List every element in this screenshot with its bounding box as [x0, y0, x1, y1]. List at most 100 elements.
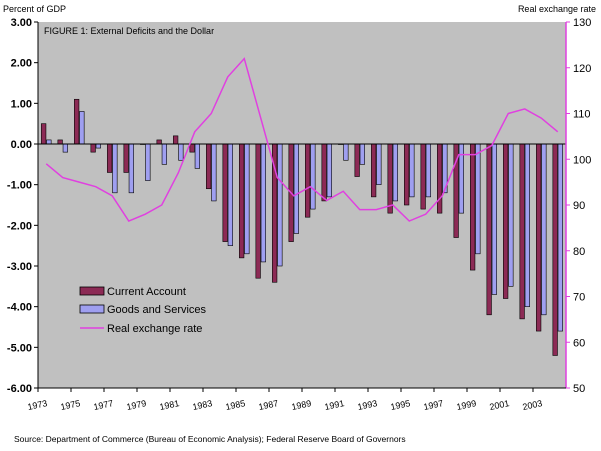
current-account-bar-1994: [387, 143, 393, 214]
x-tick-label: 1989: [291, 398, 313, 412]
goods-services-bar-1979: [145, 143, 151, 181]
goods-services-bar-1980: [161, 143, 167, 165]
goods-services-bar-1992: [359, 143, 365, 165]
legend-swatch-current-account: [79, 286, 105, 296]
x-tick-label: 1987: [258, 398, 280, 412]
x-tick-label: 2001: [489, 398, 511, 412]
current-account-bar-1977: [107, 143, 113, 173]
x-tick-label: 1981: [159, 398, 181, 412]
goods-services-bar-1994: [392, 143, 398, 202]
left-tick-label: -4.00: [7, 302, 32, 314]
current-account-bar-1992: [354, 143, 360, 177]
goods-services-bar-1984: [227, 143, 233, 246]
left-axis-label: Percent of GDP: [3, 4, 66, 14]
goods-services-bar-2004: [557, 143, 563, 332]
x-tick-label: 1995: [390, 398, 412, 412]
goods-services-bar-1991: [343, 143, 349, 161]
left-tick-label: -6.00: [7, 383, 32, 395]
right-tick-label: 60: [573, 337, 585, 349]
right-tick-label: 90: [573, 200, 585, 212]
goods-services-bar-1993: [376, 143, 382, 185]
left-tick-label: -1.00: [7, 180, 32, 192]
real-exchange-rate-line: [45, 57, 559, 222]
goods-services-bar-1978: [128, 143, 134, 194]
current-account-bar-1983: [206, 143, 212, 190]
x-tick-label: 1983: [192, 398, 214, 412]
goods-services-bar-1989: [310, 143, 316, 210]
right-axis-label: Real exchange rate: [518, 4, 596, 14]
right-tick-label: 100: [573, 154, 591, 166]
goods-services-bar-1982: [194, 143, 200, 169]
goods-services-bar-2002: [524, 143, 530, 307]
current-account-bar-1996: [420, 143, 426, 210]
current-account-bar-2000: [486, 143, 492, 316]
right-tick-label: 50: [573, 383, 585, 395]
current-account-bar-1993: [371, 143, 377, 198]
goods-services-bar-1983: [211, 143, 217, 202]
goods-services-bar-1988: [293, 143, 299, 234]
current-account-bar-1999: [470, 143, 476, 271]
current-account-bar-1984: [222, 143, 228, 242]
current-account-bar-1975: [74, 98, 80, 145]
goods-services-bar-1995: [409, 143, 415, 198]
goods-services-bar-1987: [277, 143, 283, 267]
left-tick-label: -5.00: [7, 342, 32, 354]
current-account-bar-1981: [173, 135, 179, 145]
current-account-bar-1974: [57, 139, 63, 145]
chart-title: FIGURE 1: External Deficits and the Doll…: [44, 26, 214, 36]
legend-label-goods-and-services: Goods and Services: [107, 304, 207, 316]
goods-services-bar-2001: [508, 143, 514, 287]
goods-services-bar-1999: [475, 143, 481, 255]
axes-layer: 3.00 2.00 1.00 0.00 -1.00 -2.00 -3.00 -4.00 -5.0…: [7, 17, 591, 412]
goods-services-bar-2000: [491, 143, 497, 295]
current-account-bar-1989: [305, 143, 311, 218]
current-account-bar-1982: [189, 143, 195, 153]
left-tick-label: -2.00: [7, 220, 32, 232]
current-account-bar-1995: [404, 143, 410, 206]
legend-label-current-account: Current Account: [107, 286, 186, 298]
left-tick-label: 0.00: [11, 139, 32, 151]
legend: Current Account Goods and Services Real …: [79, 286, 207, 335]
x-tick-label: 1999: [456, 398, 478, 412]
current-account-bar-1976: [90, 143, 96, 153]
left-tick-label: 2.00: [11, 58, 32, 70]
legend-swatch-goods-and-services: [79, 304, 105, 314]
current-account-bar-2004: [552, 143, 558, 356]
left-tick-label: 1.00: [11, 98, 32, 110]
x-tick-label: 1975: [60, 398, 82, 412]
right-tick-label: 130: [573, 17, 591, 29]
x-tick-label: 2003: [522, 398, 544, 412]
right-tick-label: 110: [573, 109, 591, 121]
x-tick-label: 1985: [225, 398, 247, 412]
x-tick-label: 1977: [93, 398, 115, 412]
goods-services-bar-1973: [46, 139, 52, 145]
right-tick-label: 70: [573, 292, 585, 304]
current-account-bar-1990: [321, 143, 327, 202]
legend-label-real-exchange-rate: Real exchange rate: [107, 323, 202, 335]
left-tick-label: 3.00: [11, 17, 32, 29]
goods-services-bar-1976: [95, 143, 101, 149]
x-tick-label: 1973: [27, 398, 49, 412]
goods-services-bar-1975: [79, 111, 85, 145]
left-tick-label: -3.00: [7, 261, 32, 273]
x-tick-label: 1991: [324, 398, 346, 412]
goods-services-bar-1986: [260, 143, 266, 263]
current-account-bar-1978: [123, 143, 129, 173]
x-tick-label: 1979: [126, 398, 148, 412]
current-account-bar-2001: [503, 143, 509, 299]
right-tick-label: 120: [573, 63, 591, 75]
current-account-bar-2002: [519, 143, 525, 320]
bars-layer: [41, 98, 563, 356]
current-account-bar-1985: [239, 143, 245, 259]
goods-services-bar-1996: [425, 143, 431, 198]
goods-services-bar-2003: [541, 143, 547, 316]
current-account-bar-1973: [41, 123, 47, 145]
goods-services-bar-1981: [178, 143, 184, 161]
source-note: Source: Department of Commerce (Bureau o…: [14, 434, 406, 444]
x-tick-label: 1993: [357, 398, 379, 412]
right-tick-label: 80: [573, 246, 585, 258]
goods-services-bar-1974: [62, 143, 68, 153]
goods-services-bar-1990: [326, 143, 332, 198]
goods-services-bar-1977: [112, 143, 118, 194]
